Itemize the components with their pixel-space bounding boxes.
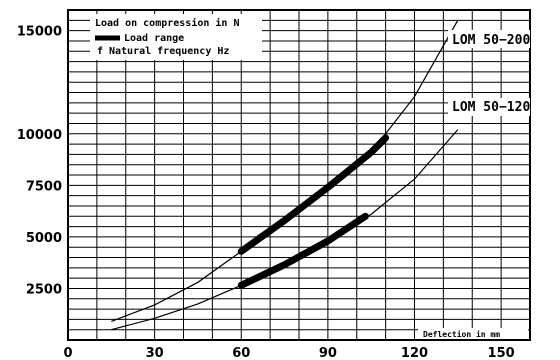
axis-ticks: 0 30 60 90 120 150 2500 5000 7500 10000 15000 [17,25,515,360]
legend-line-range: Load range [124,33,184,44]
x-tick-label: 30 [146,346,164,360]
curves [111,20,459,331]
plot-frame [67,9,531,341]
load-range-1 [237,134,390,255]
y-tick-label: 2500 [26,282,62,297]
xlabel-bg [418,328,528,339]
load-range-2 [237,212,369,289]
x-tick-label: 0 [63,346,72,360]
series-line-2 [111,129,459,331]
series-line-1 [111,20,459,322]
x-tick-label: 120 [401,346,428,360]
series-label-bg-1 [448,30,530,48]
series-label-bg-2 [448,98,530,116]
x-tick-label: 90 [319,346,337,360]
series-label-lom-50-200: LOM 50−200 [452,33,530,48]
x-tick-label: 150 [488,346,515,360]
legend-line-frequency: Natural frequency Hz [109,46,229,57]
legend-line-load: Load on compression in N [95,17,240,29]
y-tick-label: 10000 [17,128,62,143]
y-tick-label: 7500 [26,179,62,194]
series-label-lom-50-120: LOM 50−120 [452,100,530,115]
y-tick-label: 5000 [26,231,62,246]
x-tick-label: 60 [232,346,250,360]
y-tick-label: 15000 [17,25,62,40]
legend-symbol-f: f [97,46,103,57]
x-axis-label: Deflection in mm [423,329,500,339]
